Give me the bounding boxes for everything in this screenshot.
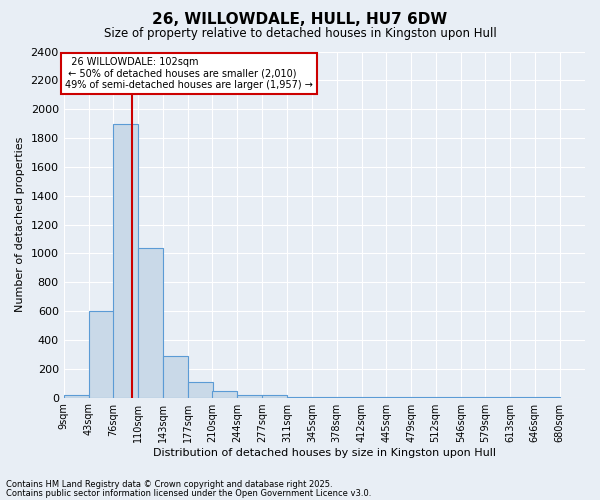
Bar	[312, 397, 337, 398]
Bar	[188, 382, 213, 398]
X-axis label: Distribution of detached houses by size in Kingston upon Hull: Distribution of detached houses by size …	[153, 448, 496, 458]
Y-axis label: Number of detached properties: Number of detached properties	[15, 137, 25, 312]
Text: Contains public sector information licensed under the Open Government Licence v3: Contains public sector information licen…	[6, 490, 371, 498]
Bar	[89, 311, 114, 398]
Bar	[262, 394, 287, 398]
Bar	[238, 394, 263, 398]
Bar	[163, 356, 188, 398]
Bar	[139, 248, 163, 398]
Text: Size of property relative to detached houses in Kingston upon Hull: Size of property relative to detached ho…	[104, 28, 496, 40]
Bar	[212, 391, 238, 398]
Bar	[287, 397, 312, 398]
Bar	[113, 124, 139, 398]
Text: Contains HM Land Registry data © Crown copyright and database right 2025.: Contains HM Land Registry data © Crown c…	[6, 480, 332, 489]
Text: 26 WILLOWDALE: 102sqm
 ← 50% of detached houses are smaller (2,010)
49% of semi-: 26 WILLOWDALE: 102sqm ← 50% of detached …	[65, 58, 313, 90]
Text: 26, WILLOWDALE, HULL, HU7 6DW: 26, WILLOWDALE, HULL, HU7 6DW	[152, 12, 448, 28]
Bar	[64, 394, 89, 398]
